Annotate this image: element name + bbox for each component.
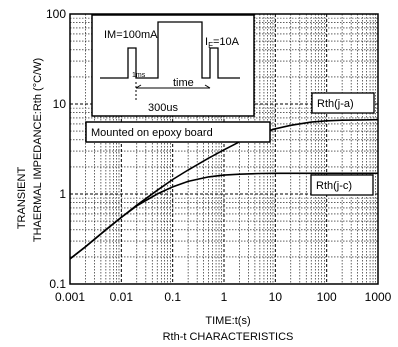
series-label-rth-jc: Rth(j-c) [310, 174, 374, 196]
svg-text:Rth(j-a): Rth(j-a) [317, 98, 354, 110]
x-axis-title: TIME:t(s) [205, 315, 250, 327]
mounting-label: Mounted on epoxy board [91, 127, 213, 139]
mounting-box [85, 121, 271, 143]
x-tick-label: 1000 [365, 290, 392, 304]
inset-1ms-label: 1ms [132, 72, 146, 79]
y-tick-label: 10 [53, 97, 67, 111]
inset-if-label: IF=10A [205, 36, 240, 50]
inset-time-label: time [173, 77, 194, 89]
inset-im-label: IM=100mA [104, 29, 158, 41]
x-tick-label: 100 [317, 290, 337, 304]
mounting-note: Mounted on epoxy board [85, 121, 271, 143]
inset-box [91, 14, 255, 117]
x-tick-label: 1 [221, 290, 228, 304]
x-tick-label: 10 [269, 290, 283, 304]
svg-text:Rth(j-c): Rth(j-c) [316, 180, 352, 192]
series-line-rth-jc [69, 172, 378, 260]
series-lines [69, 118, 379, 260]
plot-frame [69, 13, 379, 285]
chart-caption: Rth-t CHARACTERISTICS [163, 331, 294, 343]
inset-time-arrow-left [135, 84, 142, 89]
x-tick-label: 0.01 [110, 290, 134, 304]
y-axis-title-line1: TRANSIENT [16, 167, 28, 230]
y-tick-label: 1 [59, 187, 66, 201]
y-tick-label: 100 [46, 7, 66, 21]
x-tick-label: 0.001 [55, 290, 85, 304]
axis-ticks: 0.001 0.01 0.1 1 10 100 1000 0.1 1 10 100 [46, 7, 392, 304]
pulse-inset: IM=100mA IF=10A 1ms time 300us [91, 14, 255, 117]
y-axis-title-line2: THAERMAL IMPEDANCE:Rth (°C/W) [32, 58, 44, 242]
y-tick-label: 0.1 [49, 277, 66, 291]
inset-time-arrow-right [204, 84, 211, 89]
inset-pulse-waveform [100, 21, 240, 79]
series-label-rth-ja: Rth(j-a) [311, 92, 375, 114]
inset-300us-label: 300us [148, 102, 178, 114]
x-tick-label: 0.1 [164, 290, 181, 304]
